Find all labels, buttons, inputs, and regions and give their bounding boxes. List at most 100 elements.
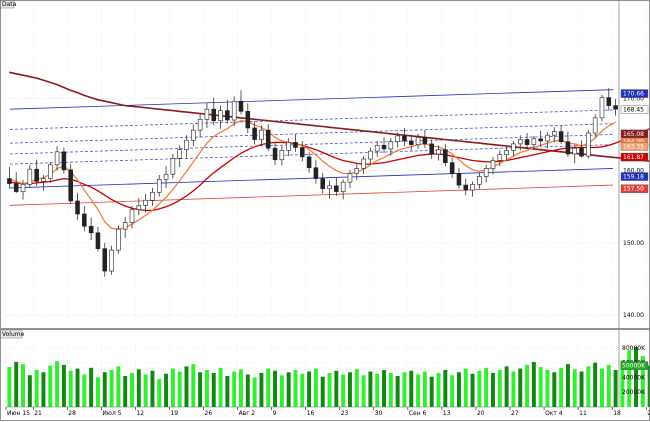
candle-body-up (163, 173, 169, 180)
candle-body-up (395, 135, 400, 143)
candle-body-up (197, 119, 203, 131)
volume-bar (579, 371, 584, 407)
candle (395, 132, 400, 148)
candle (143, 193, 148, 213)
price-tick-label: 150.00 (623, 240, 644, 247)
candle-body-down (7, 178, 12, 184)
candle (565, 131, 571, 157)
candle-body-down (225, 110, 230, 121)
volume-gridlines (5, 339, 647, 407)
candle (408, 134, 414, 151)
candle (443, 143, 448, 167)
volume-bar (89, 367, 94, 407)
candle (170, 153, 176, 179)
volume-bar (225, 375, 230, 407)
volume-badge: 50000K (620, 361, 649, 370)
volume-bar (150, 370, 155, 407)
volume-bar (463, 368, 468, 407)
candle (20, 180, 26, 200)
volume-bar (177, 371, 182, 407)
candle-body-down (422, 137, 428, 145)
volume-bar (552, 372, 557, 407)
price-gridlines (5, 8, 647, 326)
price-panel-tab[interactable] (0, 0, 15, 9)
candle (7, 167, 12, 189)
candle (13, 172, 19, 194)
volume-panel-tab[interactable] (0, 329, 23, 339)
candle (572, 144, 578, 164)
candle-body-down (238, 100, 244, 112)
candle-body-up (470, 184, 475, 191)
candle (300, 140, 305, 162)
x-tick-label: 25 (647, 410, 650, 417)
volume-bar (382, 370, 386, 407)
x-tick-label: 11 (579, 410, 587, 417)
candle-body-down (565, 141, 571, 155)
candle-body-down (558, 131, 564, 143)
x-tick-label: 9 (273, 410, 277, 417)
candle-body-up (136, 205, 142, 210)
candle-body-down (95, 232, 101, 249)
volume-bar (116, 366, 121, 407)
candle-body-up (361, 158, 366, 169)
price-y-axis: 140.00 150.00 160.00 170.00 (623, 95, 644, 319)
volume-bar (109, 370, 114, 407)
price-badge-bg (620, 172, 649, 181)
ma_fast-line (9, 120, 616, 230)
candle (109, 245, 114, 275)
candle-body-up (599, 97, 605, 119)
candle (483, 164, 489, 183)
price-panel-title: Data (2, 1, 17, 8)
volume-bar (470, 373, 475, 407)
candle (374, 140, 380, 157)
volume-bar (102, 372, 107, 407)
candle (599, 94, 605, 122)
price-badge: 159.18 (620, 172, 649, 181)
candle-body-down (449, 162, 455, 174)
candle-body-up (54, 151, 60, 166)
candle-body-down (245, 111, 251, 129)
volume-bar (164, 373, 169, 407)
candle-body-up (204, 108, 210, 120)
volume-bar (586, 366, 591, 407)
candle (47, 161, 53, 183)
volume-bar (61, 364, 66, 407)
candle (231, 96, 237, 126)
candle (197, 113, 203, 138)
candle (245, 103, 251, 134)
candle (524, 133, 530, 149)
volume-bar (320, 376, 325, 407)
volume-bar (259, 373, 264, 407)
candle (116, 225, 121, 254)
volume-bar (266, 368, 271, 407)
candle (27, 164, 33, 188)
candle-body-down (211, 108, 217, 122)
volume-bar (170, 368, 175, 407)
volume-bar (143, 374, 148, 407)
candle (265, 124, 271, 152)
candle (204, 102, 210, 128)
price-badge-label: 165.08 (623, 131, 644, 138)
volume-bar (518, 368, 523, 407)
volume-tick-label: 40000K (622, 374, 646, 381)
candle (361, 156, 366, 175)
candle (456, 167, 462, 189)
volume-bar (368, 371, 373, 407)
candle-body-down (463, 184, 469, 191)
candle (129, 206, 135, 229)
candle-body-up (170, 158, 176, 175)
candle (68, 164, 73, 204)
candle (388, 138, 394, 156)
candle (136, 198, 142, 216)
candle-body-down (88, 225, 94, 234)
candle (334, 177, 339, 196)
candle-body-up (517, 139, 523, 145)
channel_dash-trendline (9, 134, 614, 155)
candle-body-up (347, 173, 353, 183)
candle (211, 97, 217, 126)
candle-body-up (504, 150, 509, 156)
x-tick-label: 12 (136, 410, 144, 417)
candle-body-up (572, 147, 578, 155)
candle-body-up (552, 131, 557, 136)
